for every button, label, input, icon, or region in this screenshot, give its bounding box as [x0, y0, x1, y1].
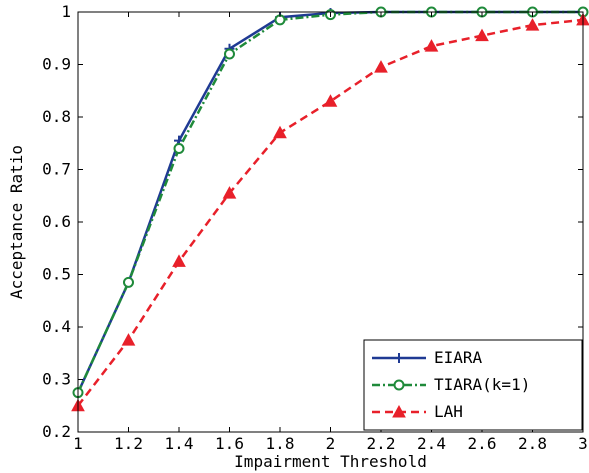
series-line: [77, 18, 584, 407]
x-tick-label: 2: [326, 434, 336, 453]
y-tick-label: 0.3: [42, 370, 71, 389]
x-tick-label: 1: [73, 434, 83, 453]
data-point: [393, 379, 405, 391]
legend-label: LAH: [434, 402, 463, 421]
legend: EIARA TIARA(k=1) LAH: [363, 339, 583, 431]
x-axis-label: Impairment Threshold: [234, 452, 427, 471]
data-point: [475, 28, 489, 42]
series-line: [76, 10, 583, 394]
legend-entry: LAH: [372, 402, 463, 421]
data-point: [273, 125, 287, 139]
legend-entry: TIARA(k=1): [372, 375, 530, 394]
legend-label: EIARA: [434, 348, 483, 367]
y-tick-label: 1: [61, 2, 71, 21]
x-tick-label: 2.6: [468, 434, 497, 453]
legend-entry: EIARA: [372, 348, 483, 367]
y-tick-label: 0.8: [42, 107, 71, 126]
x-tick-label: 1.4: [165, 434, 194, 453]
data-point: [222, 186, 237, 199]
series-line: [76, 10, 583, 394]
y-tick-label: 0.7: [42, 160, 71, 179]
data-point: [392, 404, 406, 418]
data-point: [374, 60, 388, 73]
x-tick-label: 1.2: [114, 434, 143, 453]
data-point: [424, 39, 439, 52]
data-point: [173, 143, 185, 154]
data-point: [323, 94, 338, 107]
data-point: [394, 353, 404, 363]
x-tick-label: 2.4: [417, 434, 446, 453]
series-eiara: [73, 7, 588, 398]
x-tick-label: 2.2: [367, 434, 396, 453]
data-point: [123, 276, 134, 288]
y-tick-label: 0.6: [42, 212, 71, 231]
legend-label: TIARA(k=1): [434, 375, 530, 394]
y-tick-label: 0.2: [42, 422, 71, 441]
y-axis-label: Acceptance Ratio: [7, 145, 26, 299]
x-tick-label: 2.8: [518, 434, 547, 453]
x-tick-label: 1.8: [266, 434, 295, 453]
series-tiara-k-1: [72, 6, 589, 399]
x-tick-label: 1.6: [215, 434, 244, 453]
x-tick-label: 3: [578, 434, 588, 453]
y-tick-label: 0.9: [42, 55, 71, 74]
data-point: [172, 254, 186, 267]
data-point: [224, 48, 235, 60]
y-tick-label: 0.5: [42, 265, 71, 284]
data-point: [525, 18, 540, 31]
data-point: [121, 333, 136, 346]
ticks-layer: 1 1.2 1.4 1.6 1.8 2 2.2 2.4 2.6 2.8 3 0.2 0.3 0.4 0.5 0…: [42, 2, 588, 453]
y-tick-label: 0.4: [42, 317, 71, 336]
